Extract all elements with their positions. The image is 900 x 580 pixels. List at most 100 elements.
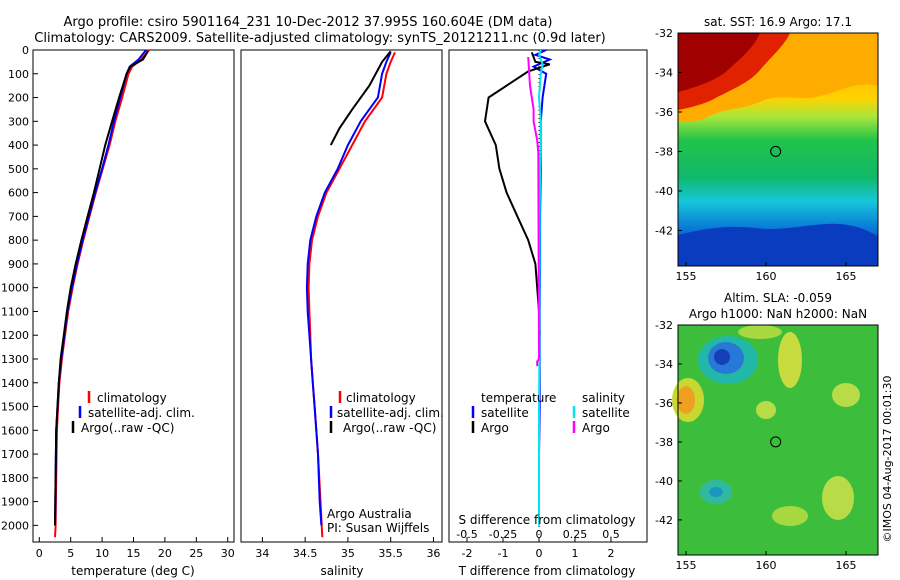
sla-high-se: [822, 476, 854, 520]
sla-high-s: [772, 506, 808, 526]
ytick-label: 1200: [1, 329, 29, 342]
xtick-label: 2: [608, 547, 615, 560]
xtick-label: 34: [255, 547, 269, 560]
salinity-panel: 34 34.5 35 35.5 36 salinity climatology sate…: [240, 49, 444, 578]
series-line-sal_argo: [527, 57, 541, 367]
map-ytick-label: -34: [655, 358, 673, 371]
header-line-1: Argo profile: csiro 5901164_231 10-Dec-2…: [64, 15, 553, 30]
ytick-label: 1400: [1, 377, 29, 390]
sla-high-nw-core: [677, 386, 695, 414]
ytick-label: 1000: [1, 282, 29, 295]
legend-label-s-argo: Argo: [582, 421, 610, 435]
ytick-label: 2000: [1, 519, 29, 532]
sla-high-mid: [756, 401, 776, 419]
map-ytick-label: -40: [655, 475, 673, 488]
salinity-annotation-2: PI: Susan Wijffels: [327, 521, 429, 535]
ytick-label: 200: [8, 92, 29, 105]
sst-axes-box: [677, 32, 879, 267]
series-line-argo: [54, 50, 149, 526]
series-line-satellite: [305, 51, 392, 526]
xtick-label: 25: [189, 547, 203, 560]
sla-axes-box: [677, 324, 879, 556]
ytick-label: 1800: [1, 472, 29, 485]
sst-map-title: sat. SST: 16.9 Argo: 17.1: [704, 15, 852, 29]
ytick-label: 1600: [1, 424, 29, 437]
ytick-label: 100: [8, 68, 29, 81]
map-xtick-label: 160: [756, 270, 777, 283]
sla-map-title: Altim. SLA: -0.059: [724, 291, 832, 305]
xtick-label: 1: [572, 547, 579, 560]
ytick-label: 1900: [1, 496, 29, 509]
map-xtick-label: 165: [836, 559, 857, 572]
sla-high-e: [832, 383, 860, 407]
map-ytick-label: -36: [655, 106, 673, 119]
sla-high-ne: [778, 332, 802, 388]
series-line-satellite: [54, 49, 147, 526]
difference-s-xticks: -0.5 -0.25 0 0.25 0.5: [456, 528, 619, 541]
salinity-xlabel: salinity: [320, 564, 363, 578]
xtick-label: 20: [158, 547, 172, 560]
ytick-label: 600: [8, 187, 29, 200]
difference-t-xlabel: T difference from climatology: [458, 564, 636, 578]
temperature-xticks: 0 5 10 15 20 25 30: [36, 537, 235, 560]
temperature-legend: climatology satellite-adj. clim. Argo(..…: [71, 391, 195, 435]
imos-stamp: ©IMOS 04-Aug-2017 00:01:30: [881, 376, 894, 543]
depth-yticks: 0 100 200 300 400 500 600 700 800 900 1000 1100 1200…: [1, 44, 38, 532]
argo-location-marker: [770, 145, 782, 157]
sla-map-ticks: 155 160 165 -32 -34 -36 -38 -40 -42: [655, 319, 856, 572]
legend-label-s-satellite: satellite: [582, 406, 630, 420]
salinity-annotation-1: Argo Australia: [327, 507, 412, 521]
legend-label-argo: Argo(..raw -QC): [81, 421, 174, 435]
legend-heading-salinity: salinity: [582, 391, 625, 405]
difference-s-xlabel: S difference from climatology: [459, 513, 636, 527]
xtick-label: 0: [36, 547, 43, 560]
salinity-axes-box: [240, 49, 443, 543]
sla-heatmap: [672, 325, 878, 555]
ytick-label: 800: [8, 234, 29, 247]
xtick-label: 15: [127, 547, 141, 560]
map-ytick-label: -40: [655, 185, 673, 198]
legend-label-climatology: climatology: [346, 391, 416, 405]
xtick-label: 34.5: [293, 547, 318, 560]
sla-high-n: [738, 325, 782, 339]
xtick-label: 35: [341, 547, 355, 560]
s-xtick-label: 0.5: [602, 528, 620, 541]
series-line-climatology: [307, 51, 396, 538]
xtick-label: 5: [67, 547, 74, 560]
ytick-label: 300: [8, 115, 29, 128]
legend-heading-temperature: temperature: [481, 391, 556, 405]
map-xtick-label: 155: [676, 559, 697, 572]
sla-map-subtitle: Argo h1000: NaN h2000: NaN: [689, 307, 867, 321]
difference-panel: -2 -1 0 1 2 -0.5 -0.25 0 0.25 0.5 T difference f…: [448, 49, 648, 578]
sst-cold-band: [678, 223, 878, 266]
xtick-label: 30: [221, 547, 235, 560]
sla-low-core: [714, 349, 730, 365]
temperature-axes-box: [32, 49, 235, 543]
temperature-panel: 0 5 10 15 20 25 30 0 100 200 300 400 500 600 700 800 90…: [1, 44, 235, 578]
ytick-label: 400: [8, 139, 29, 152]
map-ytick-label: -32: [655, 27, 673, 40]
xtick-label: 35.5: [378, 547, 403, 560]
salinity-lines: [305, 50, 396, 538]
map-ytick-label: -36: [655, 397, 673, 410]
ytick-label: 1500: [1, 401, 29, 414]
salinity-legend: climatology satellite-adj. clim. Argo(..…: [329, 391, 444, 435]
salinity-xticks: 34 34.5 35 35.5 36: [255, 537, 440, 560]
sst-hottest-core: [678, 33, 760, 92]
ytick-label: 1100: [1, 305, 29, 318]
header-line-2: Climatology: CARS2009. Satellite-adjuste…: [34, 31, 606, 46]
temperature-lines: [54, 49, 150, 538]
sst-map-ticks: 155 160 165 -32 -34 -36 -38 -40 -42: [655, 27, 856, 283]
legend-label-satellite: satellite-adj. clim.: [337, 406, 444, 420]
sst-heatmap: [678, 33, 878, 266]
s-xtick-label: -0.25: [489, 528, 517, 541]
legend-label-t-satellite: satellite: [481, 406, 529, 420]
legend-label-climatology: climatology: [97, 391, 167, 405]
legend-label-satellite: satellite-adj. clim.: [88, 406, 195, 420]
legend-label-argo: Argo(..raw -QC): [343, 421, 436, 435]
series-line-sal_satellite: [537, 49, 544, 526]
map-ytick-label: -34: [655, 66, 673, 79]
map-ytick-label: -32: [655, 319, 673, 332]
xtick-label: 36: [426, 547, 440, 560]
difference-lines: [483, 49, 553, 526]
